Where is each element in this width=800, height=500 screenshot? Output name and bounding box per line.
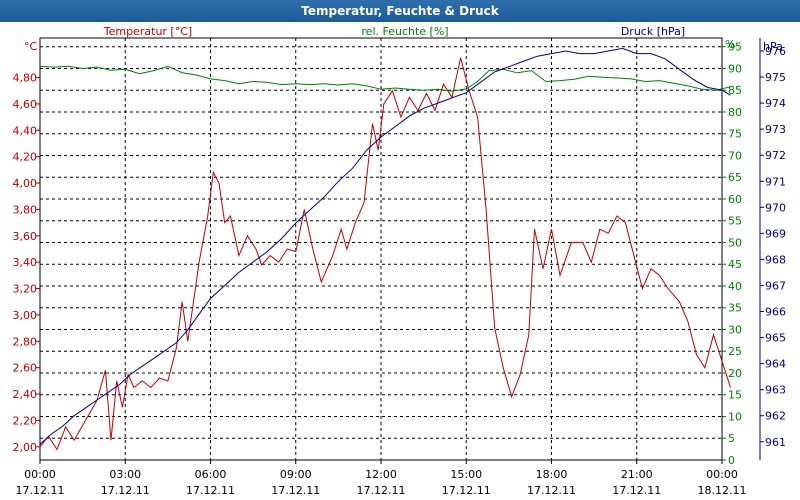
temperature-tick-label: 2,00 <box>13 441 38 454</box>
pressure-unit-label: hPa <box>763 40 783 53</box>
axis-panel <box>722 36 800 462</box>
humidity-tick-label: 25 <box>728 345 742 358</box>
temperature-tick-label: 4,40 <box>13 124 38 137</box>
temperature-unit-label: °C <box>24 40 38 53</box>
temperature-tick-label: 4,80 <box>13 72 38 85</box>
pressure-tick-label: 965 <box>765 332 786 345</box>
x-tick-label-date: 17.12.11 <box>442 484 491 497</box>
plot-frame <box>39 37 723 461</box>
pressure-tick-label: 971 <box>765 175 786 188</box>
humidity-tick-label: 30 <box>728 323 742 336</box>
humidity-tick-label: 60 <box>728 193 742 206</box>
pressure-tick-label: 963 <box>765 384 786 397</box>
humidity-tick-label: 40 <box>728 280 742 293</box>
humidity-tick-label: 65 <box>728 171 742 184</box>
humidity-tick-label: 70 <box>728 149 742 162</box>
temperature-tick-label: 4,00 <box>13 177 38 190</box>
x-tick-label-time: 06:00 <box>195 468 227 481</box>
temperature-tick-label: 3,00 <box>13 309 38 322</box>
humidity-tick-label: 35 <box>728 302 742 315</box>
temperature-tick-label: 4,20 <box>13 151 38 164</box>
temperature-tick-label: 2,80 <box>13 335 38 348</box>
humidity-tick-label: 5 <box>728 432 735 445</box>
x-tick-label-time: 21:00 <box>621 468 653 481</box>
chart-title: Temperatur, Feuchte & Druck <box>301 4 499 18</box>
pressure-tick-label: 968 <box>765 253 786 266</box>
pressure-tick-label: 975 <box>765 71 786 84</box>
humidity-tick-label: 75 <box>728 128 742 141</box>
temperature-tick-label: 3,60 <box>13 230 38 243</box>
series-line-humidity <box>39 65 731 92</box>
x-tick-label-date: 17.12.11 <box>527 484 576 497</box>
pressure-tick-label: 973 <box>765 123 786 136</box>
temperature-tick-label: 3,20 <box>13 283 38 296</box>
title-bar: Temperatur, Feuchte & Druck <box>0 0 800 22</box>
humidity-tick-label: 80 <box>728 106 742 119</box>
pressure-tick-label: 970 <box>765 201 786 214</box>
series-line-pressure <box>39 47 731 445</box>
x-tick-label-date: 17.12.11 <box>357 484 406 497</box>
temperature-tick-label: 2,40 <box>13 388 38 401</box>
x-tick-label-date: 17.12.11 <box>101 484 150 497</box>
x-tick-label-date: 17.12.11 <box>186 484 235 497</box>
x-tick-label-time: 18:00 <box>536 468 568 481</box>
humidity-tick-label: 45 <box>728 258 742 271</box>
pressure-tick-label: 969 <box>765 227 786 240</box>
humidity-tick-label: 50 <box>728 236 742 249</box>
x-tick-label-time: 12:00 <box>365 468 397 481</box>
temperature-tick-label: 2,60 <box>13 362 38 375</box>
humidity-tick-label: 95 <box>728 41 742 54</box>
temperature-axis-title: Temperatur [°C] <box>103 25 192 38</box>
x-tick-label-time: 00:00 <box>24 468 56 481</box>
humidity-unit-label: % <box>725 38 735 51</box>
pressure-tick-label: 967 <box>765 279 786 292</box>
humidity-tick-label: 0 <box>728 454 735 467</box>
temperature-tick-label: 3,80 <box>13 203 38 216</box>
x-tick-label-date: 17.12.11 <box>16 484 65 497</box>
humidity-tick-label: 10 <box>728 410 742 423</box>
x-tick-label-time: 03:00 <box>109 468 141 481</box>
pressure-tick-label: 972 <box>765 149 786 162</box>
pressure-axis-title: Druck [hPa] <box>621 25 685 38</box>
temperature-tick-label: 4,60 <box>13 98 38 111</box>
humidity-tick-label: 85 <box>728 84 742 97</box>
x-tick-label-time: 00:00 <box>706 468 738 481</box>
x-tick-label-date: 18.12.11 <box>698 484 747 497</box>
pressure-tick-label: 974 <box>765 97 786 110</box>
pressure-tick-label: 976 <box>765 45 786 58</box>
x-tick-label-time: 09:00 <box>280 468 312 481</box>
humidity-tick-label: 20 <box>728 367 742 380</box>
pressure-tick-label: 966 <box>765 306 786 319</box>
x-tick-label-date: 17.12.11 <box>612 484 661 497</box>
pressure-tick-label: 962 <box>765 410 786 423</box>
humidity-tick-label: 55 <box>728 215 742 228</box>
pressure-tick-label: 964 <box>765 358 786 371</box>
x-tick-label-date: 17.12.11 <box>271 484 320 497</box>
humidity-axis-title: rel. Feuchte [%] <box>361 25 448 38</box>
temperature-tick-label: 3,40 <box>13 256 38 269</box>
x-tick-label-time: 15:00 <box>450 468 482 481</box>
series-line-temperature <box>39 57 731 451</box>
humidity-tick-label: 15 <box>728 389 742 402</box>
humidity-tick-label: 90 <box>728 62 742 75</box>
pressure-tick-label: 961 <box>765 436 786 449</box>
temperature-tick-label: 2,20 <box>13 414 38 427</box>
